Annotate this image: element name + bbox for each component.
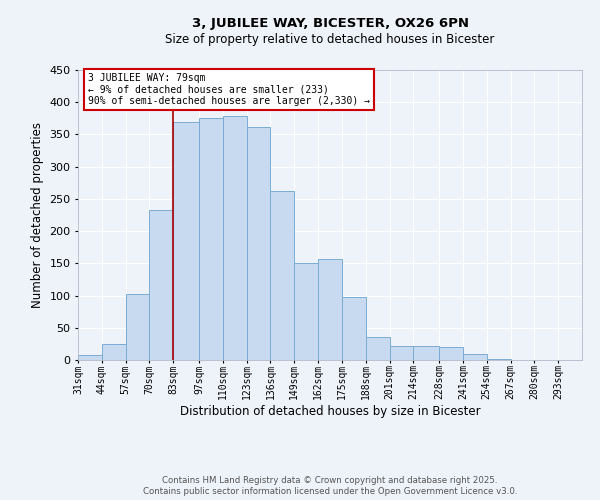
Bar (342, 298, 366, 360)
Bar (199, 118, 223, 360)
Y-axis label: Number of detached properties: Number of detached properties (31, 122, 44, 308)
Bar (389, 346, 413, 360)
Bar (463, 354, 487, 360)
Bar (487, 358, 511, 360)
Bar (294, 264, 318, 360)
Bar (271, 190, 294, 360)
Bar (223, 116, 247, 360)
Text: Contains HM Land Registry data © Crown copyright and database right 2025.: Contains HM Land Registry data © Crown c… (162, 476, 498, 485)
Text: 3, JUBILEE WAY, BICESTER, OX26 6PN: 3, JUBILEE WAY, BICESTER, OX26 6PN (191, 18, 469, 30)
Text: Contains public sector information licensed under the Open Government Licence v3: Contains public sector information licen… (143, 487, 517, 496)
Bar (318, 260, 342, 360)
Bar (247, 126, 271, 360)
Bar (413, 346, 439, 360)
Bar (125, 294, 149, 360)
Bar (439, 347, 463, 360)
Bar (366, 338, 389, 360)
Bar (173, 122, 199, 360)
Bar (149, 210, 173, 360)
Bar (102, 344, 125, 360)
Text: 3 JUBILEE WAY: 79sqm
← 9% of detached houses are smaller (233)
90% of semi-detac: 3 JUBILEE WAY: 79sqm ← 9% of detached ho… (88, 73, 370, 106)
X-axis label: Distribution of detached houses by size in Bicester: Distribution of detached houses by size … (179, 405, 481, 418)
Bar (78, 355, 102, 360)
Text: Size of property relative to detached houses in Bicester: Size of property relative to detached ho… (166, 32, 494, 46)
